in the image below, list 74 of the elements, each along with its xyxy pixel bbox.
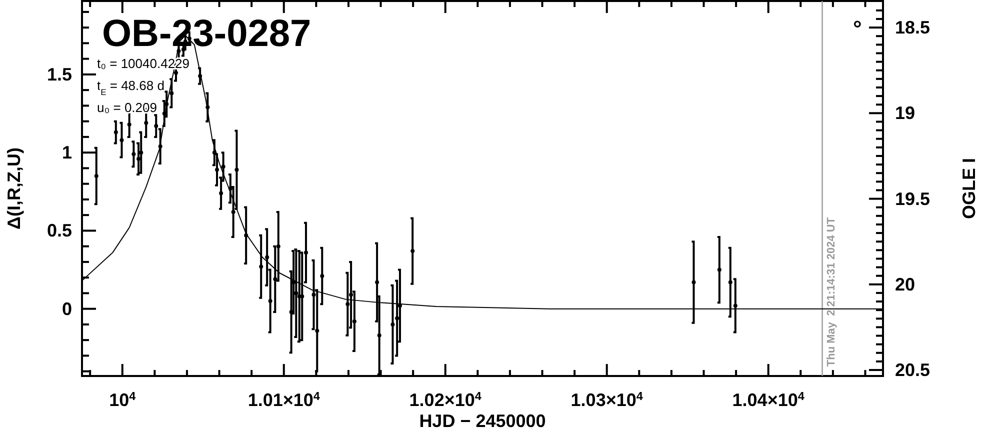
y-tick-label: 1 xyxy=(62,142,72,163)
x-axis-title: HJD − 2450000 xyxy=(419,411,546,431)
point xyxy=(349,292,354,297)
point xyxy=(294,291,298,296)
y2-axis-title: OGLE I xyxy=(959,158,979,220)
chart-title: OB-23-0287 xyxy=(102,13,312,55)
point xyxy=(127,122,132,126)
y2-tick-label: 19.5 xyxy=(895,188,930,209)
point xyxy=(144,120,148,125)
point xyxy=(114,130,118,134)
point xyxy=(206,105,210,110)
point xyxy=(312,292,316,297)
point xyxy=(221,164,226,169)
x-tick-label: 1.03×10$^{4}$ xyxy=(570,390,644,410)
point xyxy=(717,268,722,272)
y-tick-label: 0.5 xyxy=(46,220,72,241)
point xyxy=(94,174,98,178)
point xyxy=(244,233,248,238)
point xyxy=(228,186,232,190)
point xyxy=(346,302,350,306)
point xyxy=(410,249,415,253)
point xyxy=(304,250,308,255)
point xyxy=(398,304,402,308)
point xyxy=(120,138,124,142)
point xyxy=(273,277,278,282)
point xyxy=(136,156,141,161)
point xyxy=(390,322,395,326)
x-tick-label: 1.01×10$^{4}$ xyxy=(248,390,320,410)
point xyxy=(174,70,178,75)
point xyxy=(176,49,181,53)
point xyxy=(395,316,400,320)
point xyxy=(139,150,144,155)
point xyxy=(219,191,224,196)
point xyxy=(733,304,738,308)
annotation: u₀ = 0.209 xyxy=(97,100,157,115)
point xyxy=(315,328,320,333)
point xyxy=(132,152,136,156)
y2-tick-label: 20 xyxy=(895,274,916,294)
point xyxy=(320,274,324,278)
point xyxy=(352,319,356,324)
point xyxy=(268,299,272,303)
x-tick-label: 1.04×10$^{4}$ xyxy=(732,390,805,410)
x-tick-label: 1.02×10$^{4}$ xyxy=(409,390,482,410)
x-tick-label: 10$^{4}$ xyxy=(109,390,136,410)
y-tick-label: 0 xyxy=(62,298,72,319)
point xyxy=(198,74,202,78)
point xyxy=(181,47,186,52)
y2-tick-label: 20.5 xyxy=(895,360,930,380)
annotation: ° xyxy=(853,16,862,41)
point xyxy=(289,310,294,314)
point xyxy=(162,112,166,116)
point xyxy=(377,333,382,338)
point xyxy=(215,168,220,172)
point xyxy=(231,210,236,214)
point xyxy=(265,255,270,260)
point xyxy=(234,168,239,172)
point xyxy=(212,150,216,155)
y2-tick-label: 19 xyxy=(895,103,916,124)
point xyxy=(276,244,280,248)
point xyxy=(259,264,264,269)
y2-tick-label: 18.5 xyxy=(895,18,930,38)
point xyxy=(158,144,162,148)
y-axis-title: Δ(I,R,Z,U) xyxy=(4,148,24,230)
y-tick-label: 1.5 xyxy=(46,64,72,84)
point xyxy=(164,102,169,106)
point xyxy=(728,280,732,284)
annotation: Thu May 2 21:14:31 2024 UT xyxy=(825,217,838,367)
point xyxy=(292,280,296,284)
point xyxy=(170,91,174,96)
point xyxy=(375,280,380,284)
point xyxy=(300,294,304,298)
point xyxy=(692,280,696,284)
annotation: t$_{E}$ = 48.68 d xyxy=(97,78,164,97)
point xyxy=(154,124,158,128)
